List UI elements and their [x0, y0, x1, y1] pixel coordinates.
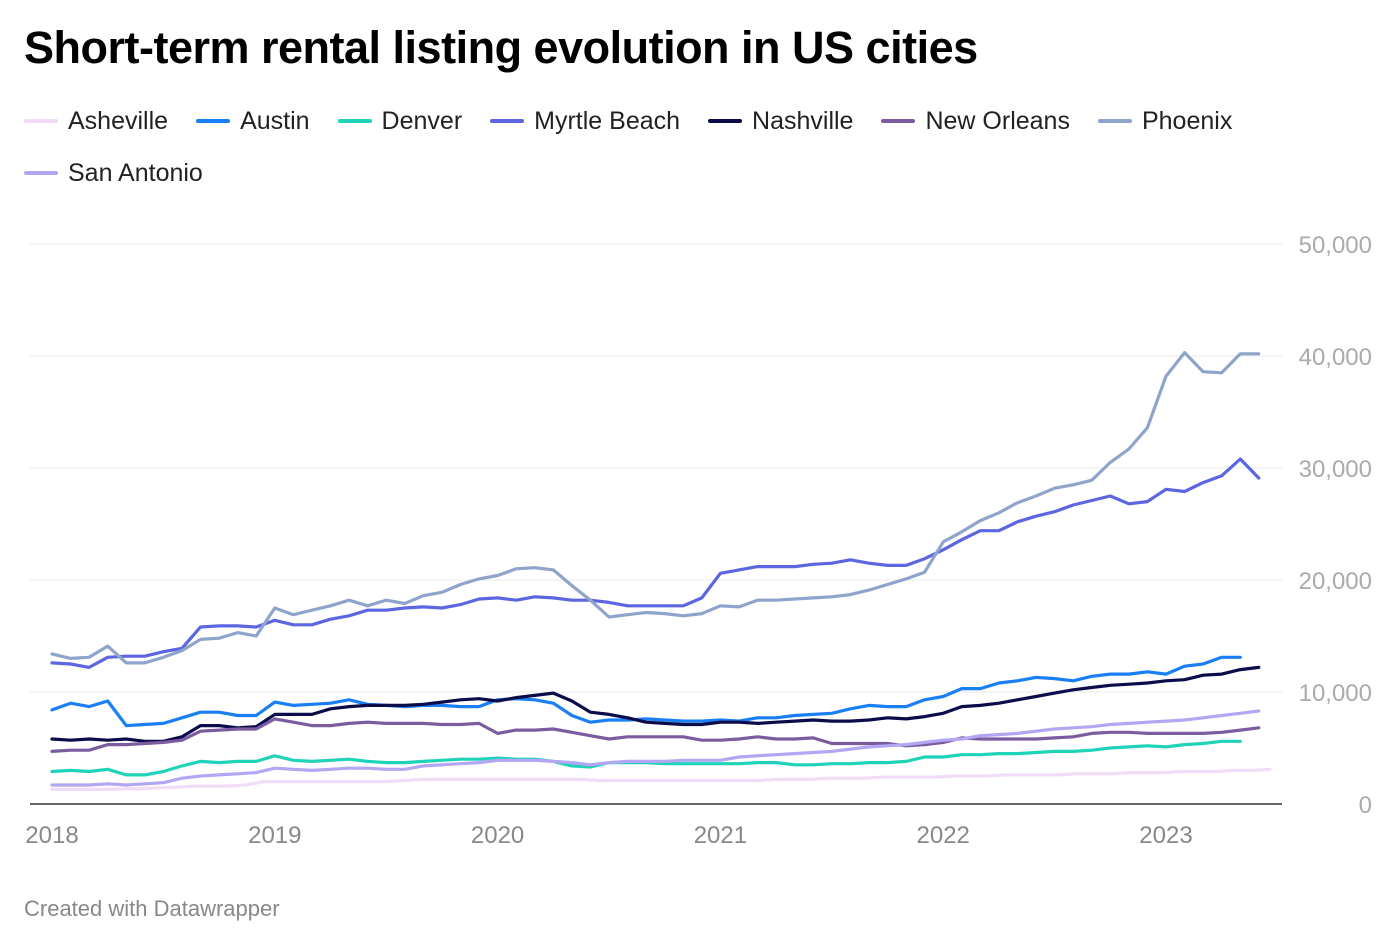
x-tick-label: 2023: [1139, 822, 1192, 849]
legend-label: Austin: [240, 106, 310, 135]
x-tick-label: 2021: [694, 822, 747, 849]
legend-label: New Orleans: [925, 106, 1070, 135]
legend-item: Asheville: [24, 104, 168, 138]
series-line-asheville: [50, 767, 1272, 792]
legend-label: Phoenix: [1141, 106, 1233, 135]
legend-item: Denver: [337, 104, 463, 138]
x-tick-label: 2019: [248, 822, 301, 849]
legend-item: Austin: [196, 104, 310, 138]
legend-label: Nashville: [752, 106, 854, 135]
legend-swatch: [708, 119, 743, 123]
y-tick-label: 20,000: [1299, 568, 1372, 595]
legend-label: Asheville: [68, 106, 169, 135]
series-line-denver: [50, 739, 1242, 777]
y-tick-label: 40,000: [1299, 344, 1372, 371]
footer-credit: Created with Datawrapper: [24, 896, 280, 921]
legend-swatch: [24, 119, 58, 123]
legend-item: San Antonio: [24, 156, 203, 190]
y-tick-label: 30,000: [1299, 456, 1372, 483]
y-tick-label: 0: [1359, 792, 1372, 819]
y-tick-label: 50,000: [1299, 232, 1372, 259]
legend-swatch: [24, 171, 58, 175]
legend-swatch: [337, 119, 372, 123]
series-lines: [50, 351, 1272, 792]
series-line-austin: [50, 655, 1242, 728]
legend-label: San Antonio: [68, 158, 203, 187]
series-line-nashville: [50, 665, 1261, 743]
legend-swatch: [881, 119, 916, 123]
series-line-san-antonio: [50, 709, 1261, 787]
x-axis-ticks: 2018 2019 2020 2021 2022 2023: [25, 822, 1192, 849]
y-tick-label: 10,000: [1299, 680, 1372, 707]
series-line-new-orleans: [50, 717, 1261, 754]
legend-swatch: [196, 119, 231, 123]
legend-swatch: [1097, 119, 1132, 123]
gridlines: [30, 243, 1282, 805]
y-axis-ticks: 0 10,000 20,000 30,000 40,000 50,000: [1299, 232, 1372, 819]
series-line-myrtle-beach: [50, 457, 1261, 670]
x-tick-label: 2018: [25, 822, 78, 849]
chart-legend: Asheville Austin Denver Myrtle Beach Nashvil…: [24, 104, 1324, 190]
legend-swatch: [490, 119, 525, 123]
legend-item: Phoenix: [1097, 104, 1233, 138]
x-tick-label: 2020: [471, 822, 524, 849]
series-line-phoenix: [50, 351, 1261, 665]
legend-label: Denver: [381, 106, 463, 135]
legend-item: New Orleans: [881, 104, 1070, 138]
legend-label: Myrtle Beach: [534, 106, 681, 135]
legend-item: Myrtle Beach: [490, 104, 680, 138]
legend-item: Nashville: [708, 104, 853, 138]
x-tick-label: 2022: [917, 822, 970, 849]
chart-title: Short-term rental listing evolution in U…: [24, 22, 978, 73]
